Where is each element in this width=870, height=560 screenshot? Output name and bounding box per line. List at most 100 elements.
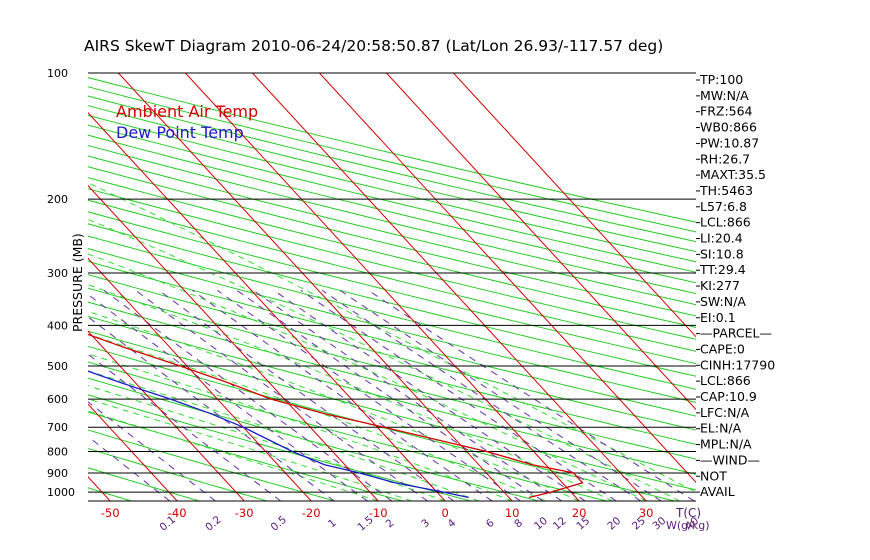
mixing-ratio-line bbox=[216, 289, 521, 501]
pressure-tick-label: 200 bbox=[47, 193, 68, 206]
series-line-dew-point-temp bbox=[88, 370, 469, 499]
mixing-ratio-tick-label: 3 bbox=[419, 517, 432, 530]
mixing-ratio-line bbox=[300, 289, 617, 501]
mixing-ratio-line bbox=[103, 289, 393, 501]
moist-adiabat bbox=[88, 218, 680, 501]
stat-entry: MAXT:35.5 bbox=[700, 167, 766, 182]
mixing-ratio-tick-label: 6 bbox=[484, 517, 497, 531]
moist-adiabat bbox=[88, 310, 580, 501]
stat-entry: —WIND— bbox=[700, 452, 760, 467]
mixing-ratio-line bbox=[273, 289, 586, 501]
legend: Ambient Air Temp Dew Point Temp bbox=[116, 102, 258, 142]
isotherm-grid bbox=[88, 73, 696, 501]
mixing-ratio-line bbox=[236, 289, 544, 501]
stat-entry: LCL:866 bbox=[700, 373, 751, 388]
legend-ambient-air-temp: Ambient Air Temp bbox=[116, 102, 258, 121]
stat-entry: TP:100 bbox=[699, 72, 743, 87]
stat-entry: EL:N/A bbox=[700, 421, 742, 436]
mixing-ratio-line bbox=[339, 289, 662, 501]
x-axis-label-temp: T(C) bbox=[675, 506, 701, 520]
mixing-ratio-tick-label: 2 bbox=[384, 517, 397, 530]
dry-adiabat bbox=[88, 377, 541, 501]
stat-entry: KI:277 bbox=[700, 278, 740, 293]
stat-entry: WB0:866 bbox=[700, 120, 757, 135]
mixing-ratio-tick-label: 0.2 bbox=[203, 514, 224, 534]
mixing-ratio-tick-label: 8 bbox=[512, 517, 525, 530]
dry-adiabat bbox=[88, 274, 696, 431]
mixing-ratio-tick-label: 12 bbox=[551, 515, 569, 533]
dry-adiabat bbox=[88, 223, 696, 377]
dry-adiabat bbox=[88, 144, 696, 295]
stat-entry: MW:N/A bbox=[700, 88, 749, 103]
stat-entry: CAP:10.9 bbox=[700, 389, 757, 404]
profile-lines bbox=[88, 333, 584, 499]
stat-entry: TT:29.4 bbox=[699, 262, 746, 277]
mixing-ratio-tick-label: 4 bbox=[445, 517, 458, 531]
dry-adiabat bbox=[88, 447, 269, 501]
isobar-grid bbox=[88, 72, 696, 493]
bottom-temp-tick-label: -40 bbox=[168, 506, 187, 520]
stat-entry: NOT bbox=[700, 468, 727, 483]
bottom-temp-tick-label: 30 bbox=[639, 506, 654, 520]
pressure-tick-label: 1000 bbox=[47, 486, 75, 499]
pressure-tick-label: 900 bbox=[47, 467, 68, 480]
pressure-tick-label: 700 bbox=[47, 421, 68, 434]
dry-adiabat bbox=[88, 188, 696, 340]
moist-adiabat bbox=[88, 284, 613, 501]
dry-adiabat-grid bbox=[88, 77, 696, 501]
isotherm bbox=[118, 73, 513, 501]
dry-adiabat bbox=[88, 301, 696, 460]
isotherm bbox=[319, 73, 696, 484]
stat-entry: LCL:866 bbox=[700, 215, 751, 230]
isotherm bbox=[88, 112, 446, 501]
stat-entry: CAPE:0 bbox=[700, 341, 745, 356]
dry-adiabat bbox=[88, 345, 677, 501]
moist-adiabat bbox=[88, 398, 412, 501]
dry-adiabat bbox=[88, 315, 696, 475]
pressure-tick-label: 600 bbox=[47, 393, 68, 406]
mixing-ratio-tick-label: 0.5 bbox=[269, 514, 290, 534]
stat-entry: TH:5463 bbox=[699, 183, 753, 198]
axes: 1002003004005006007008009001000-120-110-… bbox=[47, 67, 701, 534]
bottom-temp-tick-label: 0 bbox=[442, 506, 449, 520]
moist-adiabat bbox=[88, 253, 647, 501]
dry-adiabat bbox=[88, 260, 696, 417]
stat-entry: —PARCEL— bbox=[700, 326, 772, 341]
bottom-temp-tick-label: -50 bbox=[101, 506, 120, 520]
dry-adiabat bbox=[88, 235, 696, 390]
pressure-tick-label: 800 bbox=[47, 446, 68, 459]
isotherm bbox=[453, 73, 696, 338]
mixing-ratio-line bbox=[88, 293, 368, 501]
dry-adiabat bbox=[88, 134, 696, 284]
dry-adiabat bbox=[88, 177, 696, 328]
moist-adiabat bbox=[88, 370, 479, 501]
stability-indices-panel: TP:100MW:N/AFRZ:564WB0:866PW:10.87RH:26.… bbox=[696, 72, 775, 499]
moist-adiabat bbox=[88, 333, 546, 501]
bottom-temp-tick-label: -10 bbox=[369, 506, 388, 520]
dry-adiabat bbox=[88, 467, 201, 501]
isotherm bbox=[88, 184, 379, 501]
moist-adiabat bbox=[88, 410, 379, 501]
mixing-ratio-line bbox=[192, 289, 493, 501]
stat-entry: LFC:N/A bbox=[700, 405, 750, 420]
dry-adiabat bbox=[88, 429, 337, 501]
bottom-temp-tick-label: 20 bbox=[572, 506, 587, 520]
mixing-ratio-tick-label: 10 bbox=[532, 515, 550, 533]
series-line-ambient-air-temp bbox=[88, 333, 584, 499]
dry-adiabat bbox=[88, 330, 696, 491]
mixing-ratio-line bbox=[88, 316, 335, 501]
stat-entry: RH:26.7 bbox=[700, 151, 750, 166]
bottom-temp-tick-label: -20 bbox=[302, 506, 321, 520]
stat-entry: CINH:17790 bbox=[700, 357, 775, 372]
mixing-ratio-line bbox=[321, 289, 642, 501]
stat-entry: AVAIL bbox=[700, 484, 735, 499]
stat-entry: EI:0.1 bbox=[700, 310, 736, 325]
moist-adiabat bbox=[88, 182, 696, 493]
dry-adiabat bbox=[88, 155, 696, 306]
isotherm bbox=[88, 257, 312, 501]
dry-adiabat bbox=[88, 361, 609, 501]
mixing-ratio-grid bbox=[88, 289, 695, 501]
stat-entry: SW:N/A bbox=[700, 294, 746, 309]
stat-entry: LI:20.4 bbox=[700, 231, 743, 246]
